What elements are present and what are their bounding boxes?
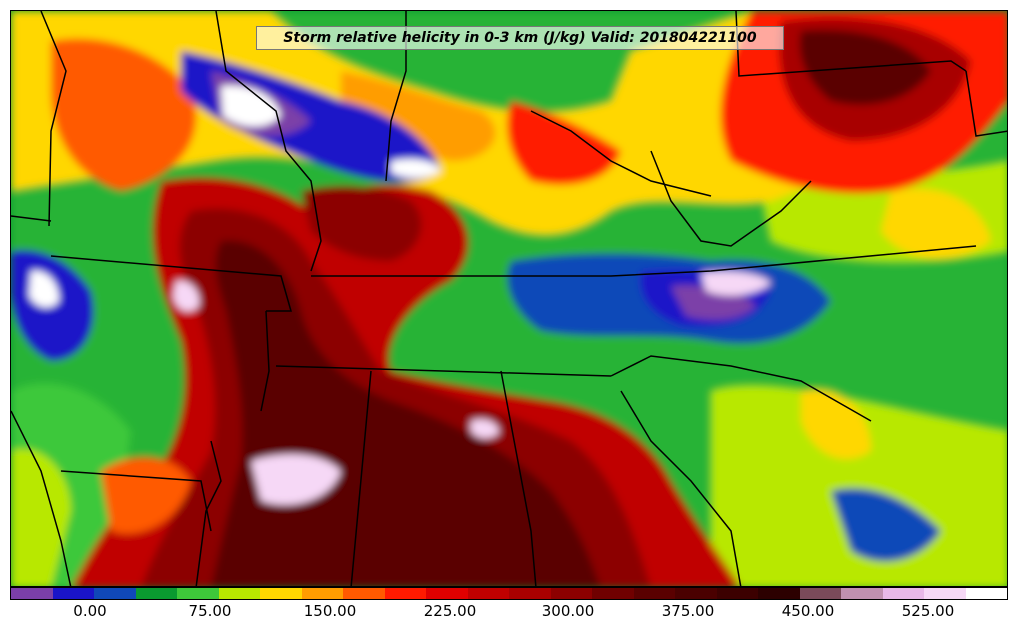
colorbar-segment (177, 588, 219, 599)
colorbar-segment (343, 588, 385, 599)
colorbar-segment (94, 588, 136, 599)
colorbar-segment (675, 588, 717, 599)
map-title-box: Storm relative helicity in 0-3 km (J/kg)… (256, 26, 784, 50)
colorbar-segment (633, 588, 675, 599)
colorbar-segment (882, 588, 924, 599)
colorbar-tick-label: 300.00 (541, 602, 595, 620)
state-borders (11, 11, 1007, 586)
colorbar-segment (716, 588, 758, 599)
colorbar-segment (550, 588, 592, 599)
colorbar-segment (924, 588, 966, 599)
colorbar-segment (52, 588, 94, 599)
colorbar-segment (592, 588, 634, 599)
colorbar-tick-label: 525.00 (901, 602, 955, 620)
colorbar-segment (965, 588, 1007, 599)
colorbar-tick-label: 0.00 (73, 602, 107, 620)
map-panel: Storm relative helicity in 0-3 km (J/kg)… (10, 10, 1008, 587)
map-title: Storm relative helicity in 0-3 km (J/kg)… (283, 30, 757, 46)
colorbar-segment (11, 588, 53, 599)
helicity-field-map (11, 11, 1007, 586)
colorbar (10, 587, 1008, 600)
colorbar-tick-label: 225.00 (423, 602, 477, 620)
colorbar-tick-label: 375.00 (661, 602, 715, 620)
colorbar-segment (841, 588, 883, 599)
colorbar-segment (260, 588, 302, 599)
colorbar-tick-labels: 0.00 75.00 150.00 225.00 300.00 375.00 450.00 5… (0, 602, 1018, 626)
colorbar-segment (426, 588, 468, 599)
colorbar-tick-label: 150.00 (303, 602, 357, 620)
colorbar-segment (467, 588, 509, 599)
colorbar-segment (758, 588, 800, 599)
colorbar-tick-label: 75.00 (188, 602, 232, 620)
colorbar-segment (301, 588, 343, 599)
colorbar-segment (135, 588, 177, 599)
colorbar-segment (799, 588, 841, 599)
colorbar-segment (509, 588, 551, 599)
colorbar-tick-label: 450.00 (781, 602, 835, 620)
colorbar-segment (218, 588, 260, 599)
colorbar-segment (384, 588, 426, 599)
